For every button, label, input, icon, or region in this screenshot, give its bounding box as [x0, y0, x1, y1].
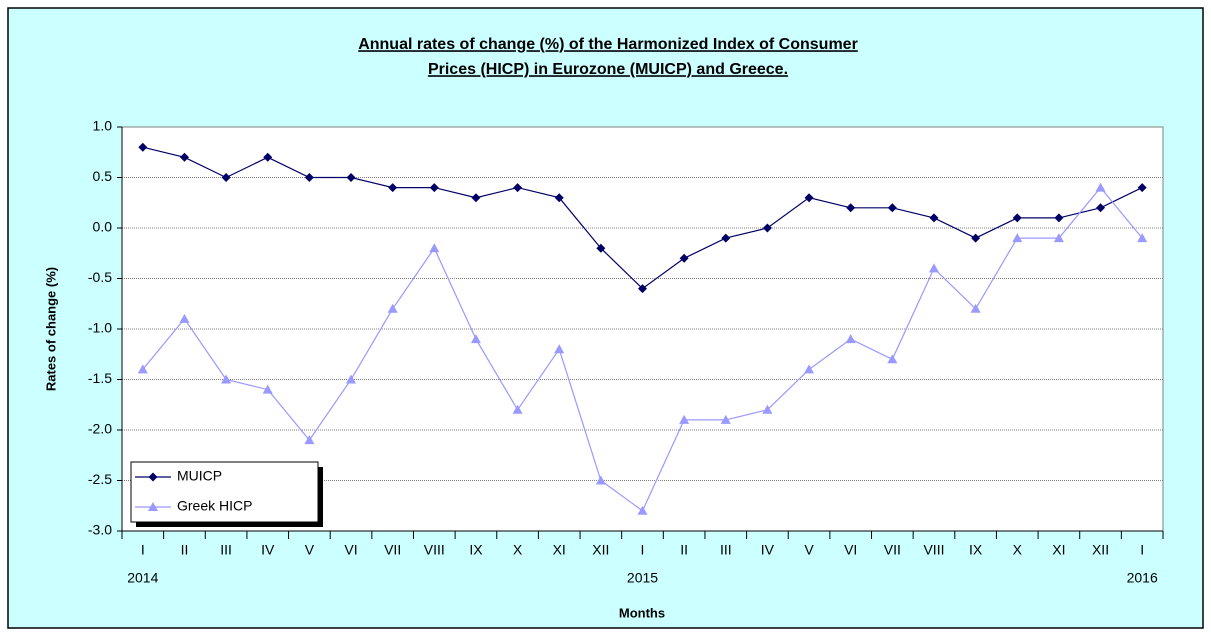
year-label: 2014	[127, 570, 158, 586]
x-tick-label: I	[1140, 542, 1144, 558]
x-tick-label: VI	[844, 542, 857, 558]
x-tick-label: I	[141, 542, 145, 558]
marker	[221, 173, 231, 182]
x-tick-label: III	[720, 542, 732, 558]
x-tick-label: VII	[884, 542, 901, 558]
x-tick-label: IV	[261, 542, 275, 558]
y-axis-title: Rates of change (%)	[43, 267, 58, 391]
marker	[887, 354, 898, 364]
marker	[1095, 182, 1106, 192]
marker	[846, 203, 856, 213]
marker	[971, 233, 981, 243]
marker	[221, 374, 232, 384]
marker	[762, 223, 772, 233]
marker	[679, 253, 689, 263]
marker	[596, 243, 606, 253]
legend-label: Greek HICP	[177, 498, 252, 514]
y-tick-label: 0.0	[93, 219, 113, 235]
marker	[388, 183, 398, 193]
y-tick-label: 0.5	[93, 168, 113, 184]
marker	[179, 313, 190, 323]
marker	[679, 414, 690, 424]
marker	[513, 183, 523, 193]
marker	[595, 475, 606, 485]
y-tick-label: -1.5	[88, 370, 112, 386]
marker	[470, 334, 481, 344]
x-tick-label: X	[513, 542, 523, 558]
marker	[387, 303, 398, 313]
x-tick-label: II	[181, 542, 189, 558]
x-tick-label: VII	[384, 542, 401, 558]
x-tick-label: IV	[761, 542, 775, 558]
legend-marker	[148, 472, 158, 482]
x-tick-label: V	[305, 542, 315, 558]
marker	[929, 213, 939, 223]
marker	[762, 404, 773, 414]
legend-label: MUICP	[177, 468, 222, 484]
marker	[1012, 213, 1022, 223]
x-tick-label: VIII	[424, 542, 445, 558]
marker	[346, 374, 357, 384]
x-tick-label: IX	[469, 542, 483, 558]
marker	[304, 435, 315, 445]
marker	[429, 183, 439, 193]
marker	[804, 364, 815, 374]
x-tick-label: VIII	[923, 542, 944, 558]
marker	[638, 284, 647, 294]
marker	[804, 193, 814, 203]
chart-title: Prices (HICP) in Eurozone (MUICP) and Gr…	[428, 61, 788, 78]
x-tick-label: III	[220, 542, 232, 558]
marker	[471, 193, 481, 203]
marker	[1012, 233, 1023, 243]
x-tick-label: VI	[344, 542, 357, 558]
x-tick-label: XI	[1052, 542, 1065, 558]
x-tick-label: X	[1013, 542, 1023, 558]
year-label: 2015	[627, 570, 658, 586]
marker	[138, 142, 148, 152]
y-tick-label: -1.0	[88, 320, 112, 336]
marker	[1053, 233, 1064, 243]
chart-title: Annual rates of change (%) of the Harmon…	[358, 36, 858, 53]
x-tick-label: II	[680, 542, 688, 558]
legend-marker	[148, 502, 158, 511]
y-tick-label: -2.5	[88, 471, 112, 487]
marker	[1096, 203, 1106, 213]
marker	[887, 203, 897, 213]
marker	[845, 334, 856, 344]
marker	[512, 404, 523, 414]
marker	[928, 263, 939, 273]
x-axis-title: Months	[619, 605, 665, 620]
x-tick-label: IX	[969, 542, 983, 558]
marker	[429, 243, 440, 253]
marker	[720, 414, 731, 424]
marker	[637, 505, 648, 515]
marker	[179, 152, 189, 162]
y-tick-label: -0.5	[88, 269, 112, 285]
x-tick-label: XII	[592, 542, 609, 558]
x-tick-label: XI	[553, 542, 566, 558]
x-tick-label: I	[641, 542, 645, 558]
marker	[1137, 183, 1147, 193]
marker	[137, 364, 148, 374]
marker	[262, 384, 273, 394]
y-tick-label: -3.0	[88, 522, 112, 538]
x-tick-label: V	[804, 542, 814, 558]
marker	[1054, 213, 1064, 223]
marker	[554, 344, 565, 354]
y-tick-label: 1.0	[93, 118, 113, 134]
x-tick-label: XII	[1092, 542, 1109, 558]
y-tick-label: -2.0	[88, 421, 112, 437]
legend	[130, 461, 319, 523]
marker	[263, 152, 273, 162]
marker	[970, 303, 981, 313]
marker	[1137, 233, 1148, 243]
marker	[346, 173, 356, 182]
marker	[304, 173, 314, 182]
marker	[721, 233, 731, 243]
year-label: 2016	[1127, 570, 1158, 586]
marker	[554, 193, 564, 203]
